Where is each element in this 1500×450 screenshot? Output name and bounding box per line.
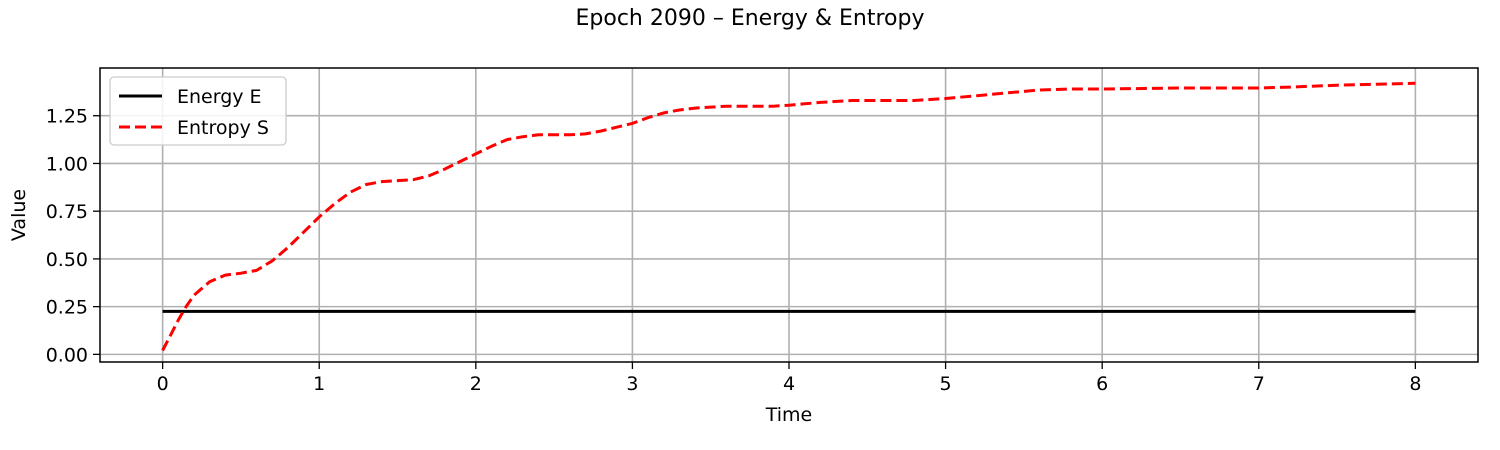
x-axis-label: Time xyxy=(765,404,813,426)
y-tick-label: 0.25 xyxy=(46,297,88,319)
series-layer xyxy=(161,81,1416,352)
legend: Energy E Entropy S xyxy=(109,76,287,146)
y-axis-label: Value xyxy=(8,189,30,241)
x-tick-label: 5 xyxy=(940,373,952,395)
x-tick-label: 2 xyxy=(470,373,482,395)
x-tick-label: 6 xyxy=(1096,373,1108,395)
x-tick-label: 3 xyxy=(626,373,638,395)
series-line-entropy xyxy=(161,81,1416,352)
chart-title: Epoch 2090 – Energy & Entropy xyxy=(575,6,925,31)
x-tick-label: 1 xyxy=(313,373,325,395)
y-tick-label: 1.00 xyxy=(46,153,88,175)
x-tick-label: 0 xyxy=(157,373,169,395)
x-tick-label: 8 xyxy=(1409,373,1421,395)
legend-label: Energy E xyxy=(177,86,262,108)
grid xyxy=(100,68,1478,362)
x-tick-label: 7 xyxy=(1253,373,1265,395)
y-tick-label: 0.50 xyxy=(46,249,88,271)
y-tick-label: 0.75 xyxy=(46,201,88,223)
y-tick-label: 1.25 xyxy=(46,106,88,128)
ticks: 0 1 2 3 4 5 6 7 8 0.00 0.25 0.50 0.75 1.00 1.25 xyxy=(46,106,1422,395)
legend-label: Entropy S xyxy=(177,117,269,139)
y-tick-label: 0.00 xyxy=(46,344,88,366)
x-tick-label: 4 xyxy=(783,373,795,395)
